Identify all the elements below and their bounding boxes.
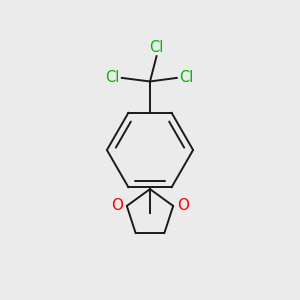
Text: O: O	[111, 198, 123, 213]
Text: Cl: Cl	[105, 70, 119, 86]
Text: Cl: Cl	[179, 70, 194, 86]
Text: O: O	[177, 198, 189, 213]
Text: Cl: Cl	[149, 40, 164, 55]
